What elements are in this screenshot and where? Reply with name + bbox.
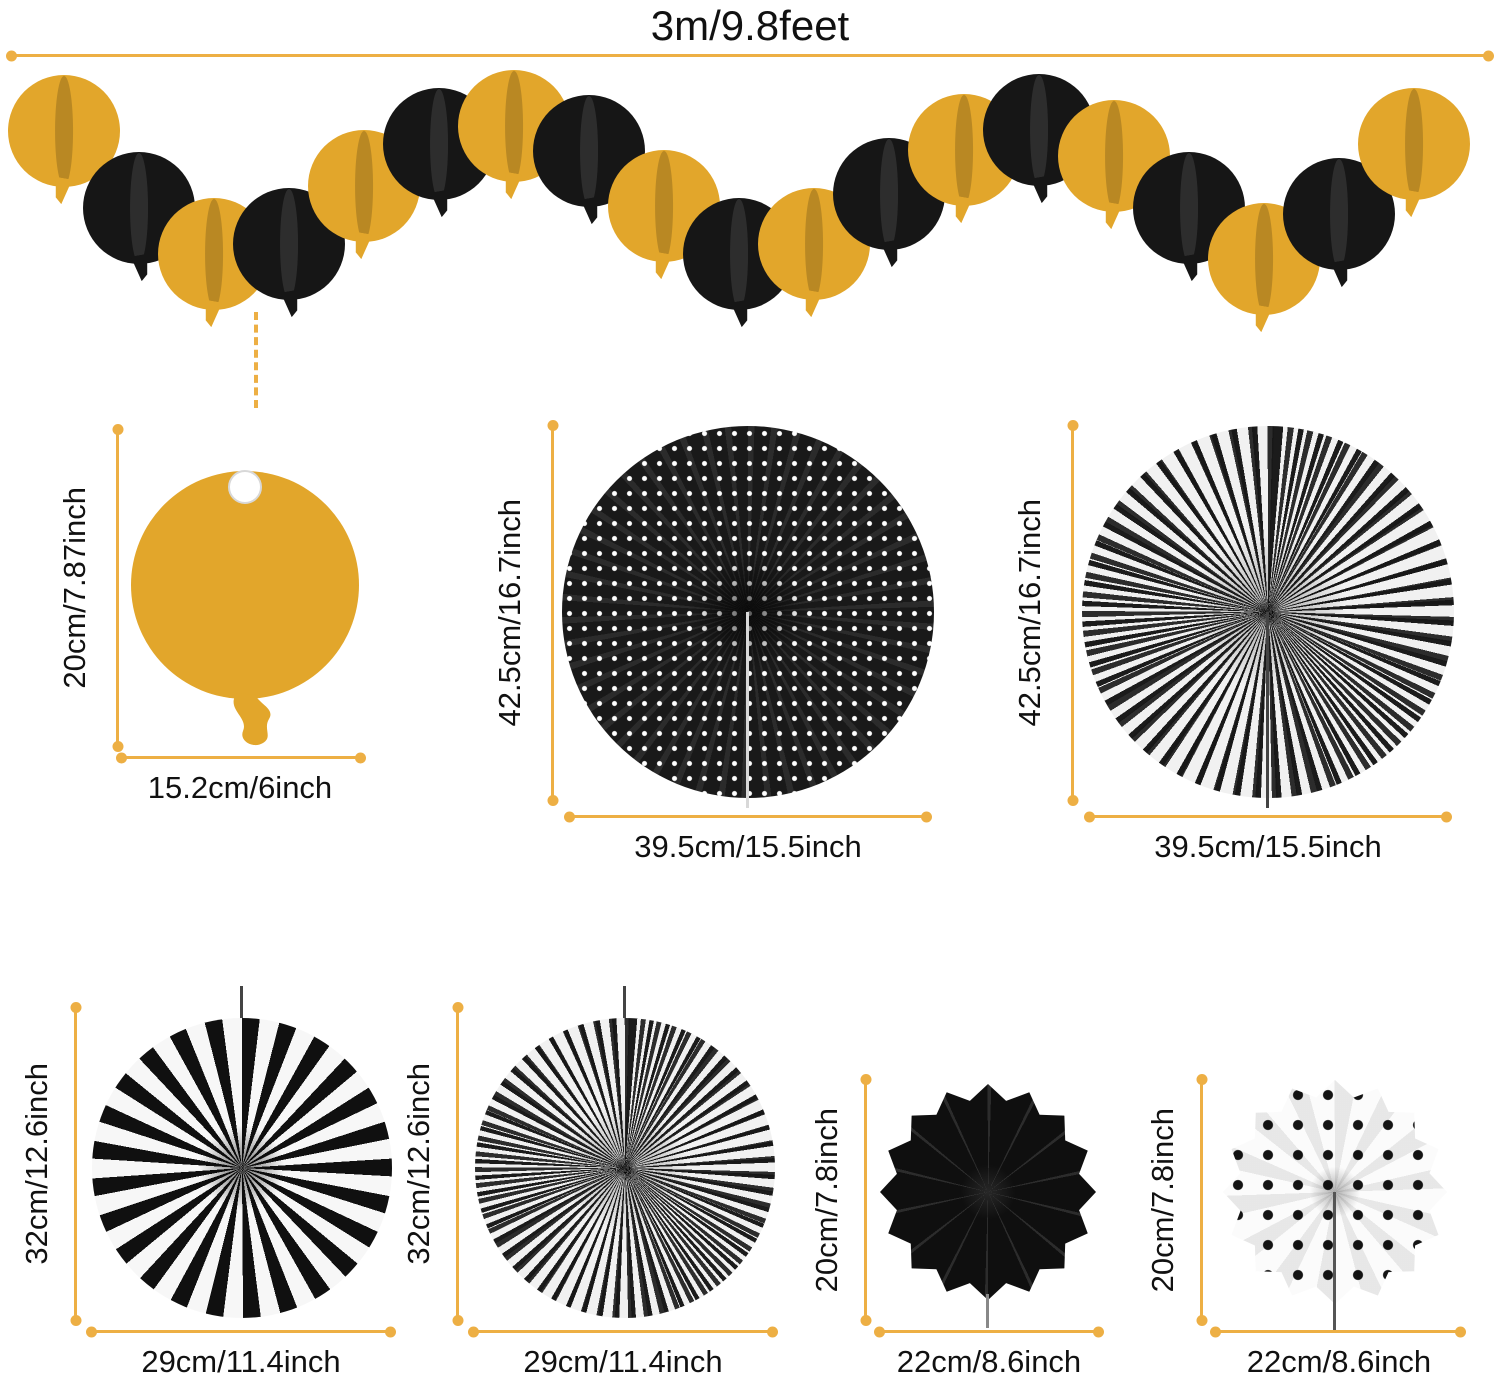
fan-zebra-small-height-line	[456, 1006, 459, 1322]
balloon-height-line	[116, 428, 119, 748]
garland-balloon-gold	[1358, 88, 1470, 200]
fan-zebra-small-image	[475, 1018, 775, 1318]
fan-polkadot-white-stick	[1333, 1192, 1336, 1330]
balloon-width-line	[120, 756, 362, 759]
fan-polkadot-black-height-line	[551, 424, 554, 802]
fan-zebra-small-width-label: 29cm/11.4inch	[523, 1344, 723, 1379]
fan-zebra-large-height-line	[1071, 424, 1074, 802]
fan-solid-black-width-label: 22cm/8.6inch	[896, 1344, 1082, 1379]
fan-polkadot-black-height-label: 42.5cm/16.7inch	[492, 499, 527, 727]
fan-solid-black-width-line	[878, 1330, 1100, 1333]
fan-zebra-large-height-label: 42.5cm/16.7inch	[1012, 499, 1047, 727]
garland-length-label: 3m/9.8feet	[650, 2, 850, 49]
fan-polkadot-black-width-line	[568, 815, 928, 818]
fan-polkadot-black-stick	[746, 612, 749, 808]
fan-polkadot-white-width-label: 22cm/8.6inch	[1246, 1344, 1432, 1379]
fan-zebra-small-stick	[623, 986, 626, 1022]
detail-connector-line	[254, 312, 258, 408]
balloon-height-label: 20cm/7.87inch	[57, 487, 92, 689]
fan-stripe-stick	[240, 986, 243, 1022]
gold-balloon-image	[131, 470, 359, 746]
fan-zebra-small-width-line	[472, 1330, 774, 1333]
fan-zebra-large-stick	[1266, 612, 1269, 808]
garland-length-line	[10, 54, 1490, 57]
fan-stripe-height-line	[74, 1006, 77, 1322]
fan-polkadot-white-height-line	[1200, 1078, 1203, 1322]
fan-solid-black-image	[880, 1084, 1096, 1300]
fan-stripe-width-line	[90, 1330, 392, 1333]
fan-polkadot-white-height-label: 20cm/7.8inch	[1145, 1107, 1180, 1293]
fan-polkadot-black-width-label: 39.5cm/15.5inch	[634, 829, 862, 864]
balloon-width-label: 15.2cm/6inch	[147, 770, 333, 805]
fan-solid-black-height-line	[864, 1078, 867, 1322]
fan-zebra-large-width-label: 39.5cm/15.5inch	[1154, 829, 1382, 864]
fan-polkadot-white-width-line	[1214, 1330, 1462, 1333]
fan-solid-black-height-label: 20cm/7.8inch	[809, 1107, 844, 1293]
fan-stripe-height-label: 32cm/12.6inch	[19, 1063, 54, 1265]
fan-zebra-small-height-label: 32cm/12.6inch	[401, 1063, 436, 1265]
fan-stripe-width-label: 29cm/11.4inch	[141, 1344, 341, 1379]
fan-stripe-image	[92, 1018, 392, 1318]
fan-solid-black-stick	[986, 1294, 989, 1328]
fan-zebra-large-width-line	[1088, 815, 1448, 818]
